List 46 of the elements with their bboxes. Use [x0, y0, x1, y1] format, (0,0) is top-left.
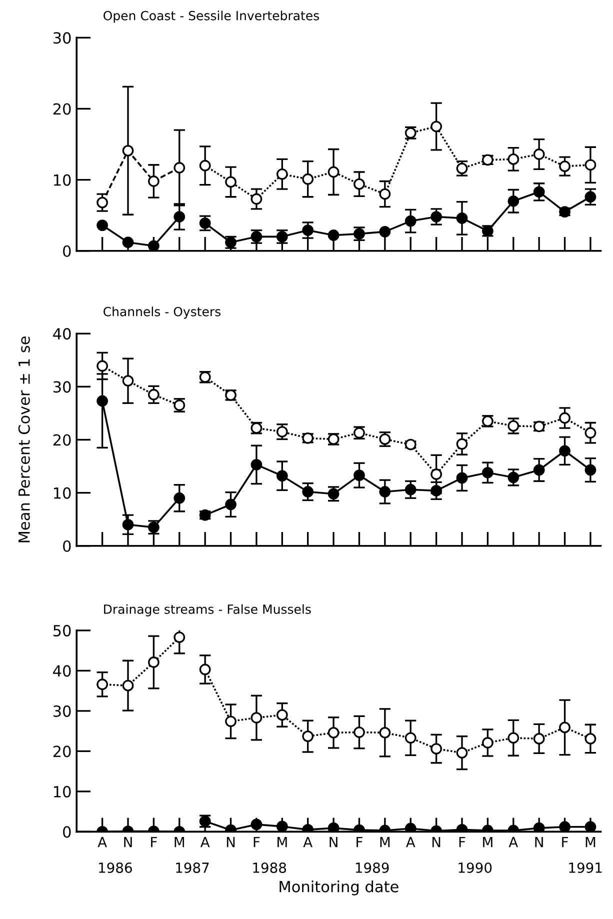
x-tick-label: M	[278, 836, 287, 848]
text: 1986	[99, 862, 132, 873]
y-tick-label: 10	[54, 174, 71, 186]
x-tick-label: N	[535, 836, 543, 848]
x-tick-label: F	[356, 836, 362, 848]
y-tick-label: 0	[63, 540, 71, 552]
text: 1991	[569, 862, 602, 873]
y-axis-title: Mean Percent Cover ± 1 se	[18, 336, 30, 542]
x-tick-label: N	[432, 836, 440, 848]
y-tick-label: 40	[53, 328, 71, 340]
y-tick-label: 50	[54, 624, 71, 636]
y-tick-label: 20	[53, 434, 71, 446]
y-tick-label: 0	[63, 826, 71, 838]
y-tick-label: 20	[53, 103, 71, 115]
x-tick-label: M	[586, 836, 596, 848]
x-tick-label: N	[330, 836, 338, 848]
y-tick-label: 30	[53, 705, 71, 717]
chart-title: Drainage streams - False Mussels	[104, 604, 311, 616]
text: 1988	[253, 862, 286, 873]
x-tick-label: M	[174, 836, 184, 848]
y-tick-label: 40	[53, 665, 71, 677]
x-tick-label: A	[508, 836, 518, 848]
y-tick-label: 0	[63, 245, 71, 257]
y-tick-label: 30	[53, 32, 71, 44]
text: 1990	[458, 862, 492, 873]
chart-title: Channels - Oysters	[104, 306, 220, 319]
y-tick-label: 10	[54, 487, 71, 499]
x-tick-label: F	[151, 836, 157, 848]
x-tick-label: N	[124, 836, 132, 848]
x-axis-title: Monitoring date	[280, 880, 398, 896]
x-tick-label: F	[254, 836, 260, 848]
y-tick-label: 10	[54, 786, 71, 798]
x-tick-label: F	[562, 836, 568, 848]
x-tick-label: M	[380, 836, 390, 848]
text: 1987	[176, 862, 209, 873]
x-tick-label: F	[459, 836, 466, 848]
x-tick-label: A	[98, 836, 107, 848]
text: 1989	[356, 862, 389, 873]
x-tick-label: A	[303, 836, 312, 848]
x-tick-label: A	[406, 836, 416, 848]
y-tick-label: 20	[53, 746, 71, 758]
x-tick-label: N	[226, 836, 235, 848]
y-tick-label: 30	[53, 381, 71, 393]
x-tick-label: M	[483, 836, 492, 848]
x-tick-label: A	[200, 836, 210, 848]
chart-title: Open Coast - Sessile Invertebrates	[104, 10, 320, 23]
